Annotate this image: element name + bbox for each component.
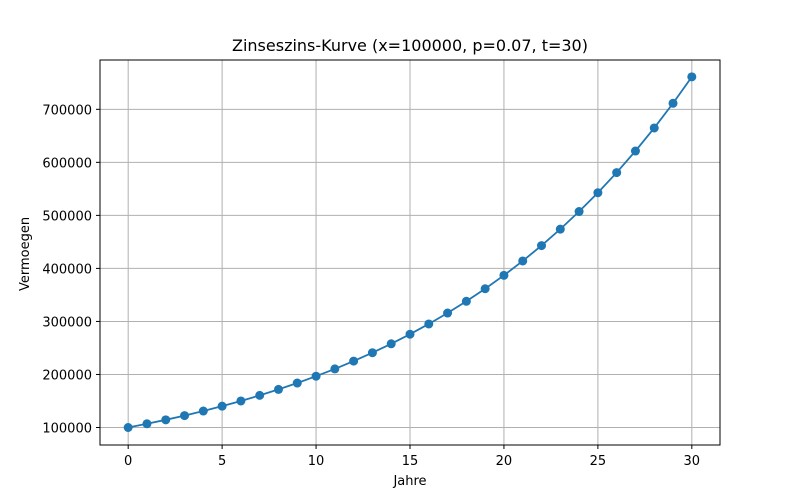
data-point [330, 364, 340, 374]
data-point [480, 284, 490, 294]
y-tick-label: 300000 [42, 315, 92, 330]
data-point [142, 419, 152, 429]
y-tick-label: 400000 [42, 262, 92, 277]
data-point [367, 348, 377, 358]
y-tick-label: 500000 [42, 209, 92, 224]
x-axis-label: Jahre [392, 474, 426, 489]
data-point [292, 378, 302, 388]
data-point [161, 415, 171, 425]
x-tick-label: 0 [124, 454, 132, 469]
data-point [198, 406, 208, 416]
x-tick-label: 5 [218, 454, 226, 469]
data-point [668, 98, 678, 108]
data-point [180, 411, 190, 421]
data-point [687, 72, 697, 82]
x-tick-label: 15 [402, 454, 419, 469]
y-tick-label: 700000 [42, 103, 92, 118]
data-point [386, 339, 396, 349]
x-tick-label: 10 [308, 454, 325, 469]
ticks: 0 5 10 15 20 25 30 100000 200000 300000 400000 5000… [42, 103, 700, 469]
data-point [443, 308, 453, 318]
data-point [574, 207, 584, 217]
data-point [255, 390, 265, 400]
data-point [424, 319, 434, 329]
data-point [612, 168, 622, 178]
data-point [649, 123, 659, 133]
data-point [555, 224, 565, 234]
grid [100, 60, 720, 445]
data-point [630, 146, 640, 156]
y-tick-label: 100000 [42, 422, 92, 437]
chart-title: Zinseszins-Kurve (x=100000, p=0.07, t=30… [232, 36, 588, 55]
y-tick-label: 200000 [42, 368, 92, 383]
data-point [349, 356, 359, 366]
data-point [405, 329, 415, 339]
y-axis-label: Vermoegen [18, 217, 33, 291]
data-point [593, 188, 603, 198]
x-tick-label: 25 [590, 454, 607, 469]
data-point [123, 423, 133, 432]
data-point [236, 396, 246, 406]
data-point [537, 241, 547, 251]
data-point [461, 296, 471, 306]
y-tick-label: 600000 [42, 156, 92, 171]
series-layer [123, 72, 697, 432]
x-tick-label: 20 [496, 454, 513, 469]
data-point [217, 401, 227, 411]
data-point [499, 270, 509, 280]
x-tick-label: 30 [684, 454, 701, 469]
data-point [518, 256, 528, 266]
data-point [273, 384, 283, 394]
data-point [311, 371, 321, 381]
